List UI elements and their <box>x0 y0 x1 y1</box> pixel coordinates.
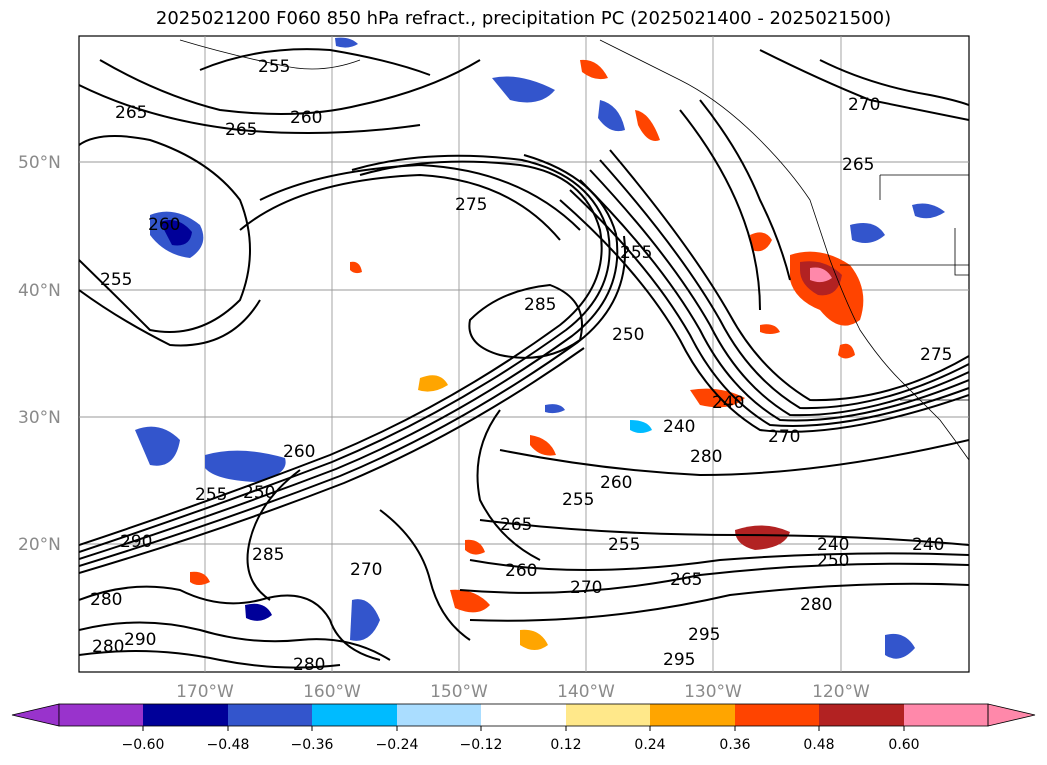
lon-label: 170°W <box>176 682 234 702</box>
colorbar-tick: −0.36 <box>291 737 334 753</box>
precip-negative-patches <box>135 37 945 659</box>
colorbar-segment <box>397 704 481 726</box>
colorbar-segment <box>59 704 143 726</box>
contour-label: 265 <box>225 120 257 140</box>
contour-label: 280 <box>800 595 832 615</box>
lon-label: 140°W <box>557 682 615 702</box>
contour-label: 265 <box>670 570 702 590</box>
contour-label: 270 <box>768 427 800 447</box>
colorbar-tick: 0.12 <box>550 737 581 753</box>
colorbar-tick: 0.48 <box>803 737 834 753</box>
contour-label: 295 <box>688 625 720 645</box>
contour-label: 280 <box>293 655 325 675</box>
colorbar-segment <box>650 704 735 726</box>
contour-label: 265 <box>842 155 874 175</box>
contour-label: 255 <box>620 243 652 263</box>
contour-label: 295 <box>663 650 695 670</box>
lat-label: 50°N <box>18 153 61 173</box>
lon-label: 150°W <box>430 682 488 702</box>
contour-label: 250 <box>612 325 644 345</box>
contour-label: 270 <box>570 578 602 598</box>
contour-label: 250 <box>243 483 275 503</box>
colorbar-min-arrow <box>11 703 60 727</box>
lon-label: 120°W <box>812 682 870 702</box>
contour-label: 275 <box>455 195 487 215</box>
contour-label: 290 <box>120 532 152 552</box>
colorbar: −0.60 −0.48 −0.36 −0.24 −0.12 0.12 0.24 … <box>11 703 1036 753</box>
contour-label: 290 <box>124 630 156 650</box>
contour-label: 275 <box>920 345 952 365</box>
longitude-labels: 170°W 160°W 150°W 140°W 130°W 120°W <box>176 682 870 702</box>
lat-label: 20°N <box>18 535 61 555</box>
contour-label: 240 <box>817 535 849 555</box>
contour-label: 265 <box>500 515 532 535</box>
colorbar-tick: 0.36 <box>719 737 750 753</box>
contour-label: 240 <box>712 393 744 413</box>
coastlines <box>179 39 969 461</box>
map-title: 2025021200 F060 850 hPa refract., precip… <box>155 8 892 29</box>
contour-label: 260 <box>505 561 537 581</box>
latitude-labels: 50°N 40°N 30°N 20°N <box>18 153 61 555</box>
graticule <box>79 36 969 672</box>
colorbar-segment <box>228 704 312 726</box>
colorbar-segment <box>904 704 988 726</box>
colorbar-tick: −0.60 <box>122 737 165 753</box>
colorbar-segment <box>735 704 819 726</box>
colorbar-tick: −0.12 <box>460 737 503 753</box>
contour-label: 260 <box>600 473 632 493</box>
colorbar-segment <box>312 704 397 726</box>
contour-label: 240 <box>912 535 944 555</box>
colorbar-segment <box>819 704 904 726</box>
colorbar-max-arrow <box>987 703 1036 727</box>
map-content: 255 260 265 265 260 255 275 255 285 250 … <box>79 36 969 675</box>
colorbar-outline <box>58 703 989 727</box>
colorbar-tick: −0.48 <box>207 737 250 753</box>
lon-label: 160°W <box>303 682 361 702</box>
contour-label: 270 <box>350 560 382 580</box>
contour-label: 250 <box>817 551 849 571</box>
contour-label: 260 <box>283 442 315 462</box>
contour-label: 255 <box>562 490 594 510</box>
colorbar-tick: 0.60 <box>888 737 919 753</box>
lat-label: 30°N <box>18 408 61 428</box>
contour-label: 280 <box>90 590 122 610</box>
contour-label: 255 <box>608 535 640 555</box>
colorbar-segment <box>143 704 228 726</box>
colorbar-tick: −0.24 <box>376 737 419 753</box>
lon-label: 130°W <box>684 682 742 702</box>
colorbar-tick: 0.24 <box>634 737 665 753</box>
contour-label: 260 <box>290 108 322 128</box>
contour-labels: 255 260 265 265 260 255 275 255 285 250 … <box>90 57 952 675</box>
contour-label: 285 <box>524 295 556 315</box>
contour-label: 260 <box>148 215 180 235</box>
colorbar-segment <box>481 704 566 726</box>
contour-label: 265 <box>115 103 147 123</box>
contour-label: 270 <box>848 95 880 115</box>
lat-label: 40°N <box>18 281 61 301</box>
contour-label: 285 <box>252 545 284 565</box>
refractivity-contours <box>79 48 969 669</box>
contour-label: 255 <box>195 485 227 505</box>
contour-label: 280 <box>690 447 722 467</box>
contour-label: 240 <box>663 417 695 437</box>
contour-label: 255 <box>258 57 290 77</box>
colorbar-segment <box>566 704 650 726</box>
contour-label: 280 <box>92 637 124 657</box>
contour-label: 255 <box>100 270 132 290</box>
